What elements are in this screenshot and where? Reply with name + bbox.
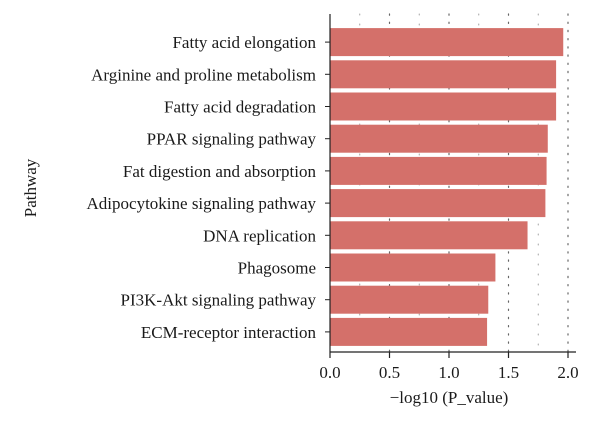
category-label: PI3K-Akt signaling pathway bbox=[121, 291, 317, 310]
category-label: PPAR signaling pathway bbox=[147, 130, 317, 149]
label-layer: Fatty acid elongation Arginine and prolin… bbox=[87, 33, 579, 382]
category-label: Arginine and proline metabolism bbox=[91, 65, 316, 84]
category-label: Phagosome bbox=[238, 259, 316, 278]
bar bbox=[330, 221, 528, 250]
bar bbox=[330, 60, 557, 89]
bar bbox=[330, 28, 564, 57]
category-label: Fatty acid elongation bbox=[172, 33, 316, 52]
x-tick-label: 0.0 bbox=[319, 363, 340, 382]
x-tick-label: 1.0 bbox=[438, 363, 459, 382]
bar bbox=[330, 253, 496, 282]
category-label: Fat digestion and absorption bbox=[123, 162, 317, 181]
category-label: Adipocytokine signaling pathway bbox=[87, 194, 317, 213]
x-tick-label: 1.5 bbox=[498, 363, 519, 382]
category-label: Fatty acid degradation bbox=[164, 98, 317, 117]
bar-layer bbox=[330, 28, 564, 346]
axis-layer bbox=[325, 14, 576, 358]
bar bbox=[330, 189, 546, 218]
bar bbox=[330, 317, 488, 346]
bar bbox=[330, 156, 547, 185]
y-axis-title: Pathway bbox=[21, 158, 40, 217]
bar bbox=[330, 285, 489, 314]
category-label: DNA replication bbox=[203, 226, 316, 245]
x-tick-label: 0.5 bbox=[379, 363, 400, 382]
category-label: ECM-receptor interaction bbox=[141, 323, 317, 342]
x-axis-title: −log10 (P_value) bbox=[390, 388, 509, 407]
bar bbox=[330, 124, 548, 153]
bar bbox=[330, 92, 557, 121]
x-tick-label: 2.0 bbox=[557, 363, 578, 382]
